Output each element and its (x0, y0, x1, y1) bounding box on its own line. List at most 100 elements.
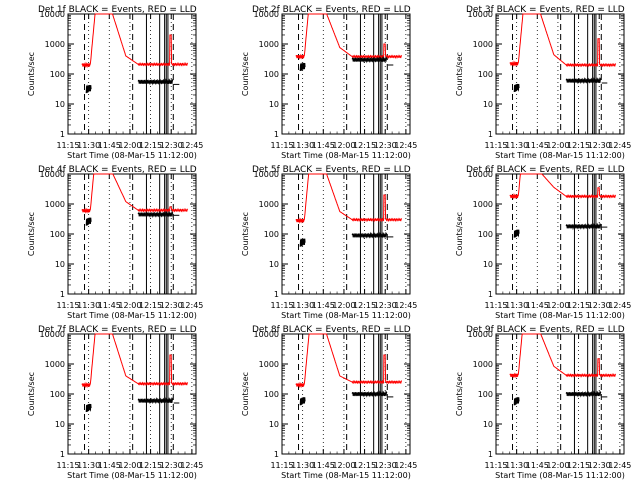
y-tick-label: 1000 (473, 200, 493, 209)
y-axis-label: Counts/sec (241, 372, 250, 416)
events-series-line (513, 83, 520, 93)
y-tick-label: 10 (269, 100, 279, 109)
plot-frame (281, 333, 411, 455)
y-tick-label: 10000 (40, 170, 65, 179)
y-tick-label: 1000 (45, 360, 65, 369)
x-tick-label: 11:45 (526, 141, 549, 150)
plot-frame (67, 13, 197, 135)
x-tick-label: 12:15 (139, 461, 162, 470)
lld-series-line (81, 13, 188, 69)
y-axis-label: Counts/sec (241, 212, 250, 256)
y-tick-label: 1000 (473, 40, 493, 49)
chart-panel-5: Det 5f BLACK = Events, RED = LLD 1 10 100 10… (241, 165, 417, 320)
lld-series-line (509, 173, 616, 200)
x-tick-label: 12:15 (567, 141, 590, 150)
y-tick-label: 1000 (45, 200, 65, 209)
chart-title: Det 2f BLACK = Events, RED = LLD (252, 5, 411, 15)
x-tick-label: 12:30 (374, 141, 397, 150)
events-series-line (351, 231, 388, 240)
y-tick-label: 10000 (40, 330, 65, 339)
y-tick-label: 10000 (468, 330, 493, 339)
y-tick-label: 1000 (259, 360, 279, 369)
chart-title: Det 7f BLACK = Events, RED = LLD (38, 325, 197, 335)
x-tick-label: 12:45 (608, 141, 631, 150)
x-tick-label: 12:00 (546, 141, 569, 150)
y-tick-label: 1 (274, 450, 279, 459)
x-tick-label: 12:30 (374, 461, 397, 470)
x-axis-label: Start Time (08-Mar-15 11:12:00) (67, 151, 197, 160)
y-tick-label: 100 (478, 230, 493, 239)
chart-title: Det 3f BLACK = Events, RED = LLD (466, 5, 625, 15)
events-series-line (299, 237, 306, 247)
y-tick-label: 10 (483, 260, 493, 269)
x-tick-label: 11:30 (77, 461, 100, 470)
x-tick-label: 11:45 (526, 301, 549, 310)
x-axis-label: Start Time (08-Mar-15 11:12:00) (67, 471, 197, 480)
events-series-line (351, 56, 388, 64)
x-tick-label: 11:15 (484, 301, 507, 310)
y-tick-label: 1 (60, 450, 65, 459)
events-series-line (137, 210, 174, 219)
x-tick-label: 11:45 (98, 301, 121, 310)
x-tick-label: 12:30 (374, 301, 397, 310)
events-series-line (299, 397, 306, 406)
events-series-line (85, 403, 92, 413)
y-tick-label: 100 (264, 70, 279, 79)
x-tick-label: 12:15 (139, 141, 162, 150)
y-tick-label: 1000 (259, 40, 279, 49)
y-axis-label: Counts/sec (241, 52, 250, 96)
x-tick-label: 11:15 (56, 461, 79, 470)
chart-title: Det 1f BLACK = Events, RED = LLD (38, 5, 197, 15)
y-tick-label: 1 (274, 290, 279, 299)
y-tick-label: 10 (55, 420, 65, 429)
y-axis-label: Counts/sec (27, 212, 36, 256)
x-tick-label: 12:30 (588, 461, 611, 470)
x-tick-label: 12:00 (332, 141, 355, 150)
y-tick-label: 100 (264, 230, 279, 239)
x-tick-label: 11:15 (484, 141, 507, 150)
plot-frame (495, 13, 625, 135)
x-tick-label: 11:15 (56, 301, 79, 310)
y-tick-label: 100 (478, 390, 493, 399)
chart-title: Det 6f BLACK = Events, RED = LLD (466, 165, 625, 175)
x-tick-label: 11:45 (98, 141, 121, 150)
x-tick-label: 11:15 (270, 301, 293, 310)
chart-title: Det 9f BLACK = Events, RED = LLD (466, 325, 625, 335)
x-tick-label: 11:45 (312, 301, 335, 310)
events-series-line (513, 229, 520, 238)
y-tick-label: 10000 (40, 10, 65, 19)
events-series-line (565, 76, 602, 85)
x-axis-label: Start Time (08-Mar-15 11:12:00) (495, 151, 625, 160)
x-axis-label: Start Time (08-Mar-15 11:12:00) (281, 471, 411, 480)
y-tick-label: 1000 (259, 200, 279, 209)
x-tick-label: 12:00 (546, 301, 569, 310)
x-tick-label: 11:30 (291, 461, 314, 470)
x-axis-label: Start Time (08-Mar-15 11:12:00) (495, 311, 625, 320)
x-tick-label: 12:45 (180, 301, 203, 310)
x-tick-label: 11:15 (270, 461, 293, 470)
y-tick-label: 10000 (254, 10, 279, 19)
x-tick-label: 11:15 (56, 141, 79, 150)
x-tick-label: 12:30 (588, 141, 611, 150)
x-tick-label: 12:00 (118, 301, 141, 310)
y-tick-label: 10 (483, 420, 493, 429)
x-tick-label: 11:30 (291, 301, 314, 310)
y-axis-label: Counts/sec (455, 52, 464, 96)
x-tick-label: 11:15 (270, 141, 293, 150)
y-axis-label: Counts/sec (455, 372, 464, 416)
lld-series-line (81, 333, 188, 389)
events-series-line (137, 396, 174, 405)
y-tick-label: 10 (483, 100, 493, 109)
plot-frame (495, 333, 625, 455)
events-series-line (85, 217, 92, 226)
plot-frame (67, 333, 197, 455)
y-tick-label: 10 (269, 420, 279, 429)
y-tick-label: 10000 (254, 330, 279, 339)
y-tick-label: 10000 (254, 170, 279, 179)
x-tick-label: 12:00 (332, 461, 355, 470)
y-tick-label: 1 (488, 450, 493, 459)
chart-panel-8: Det 8f BLACK = Events, RED = LLD 1 10 100 10… (241, 325, 417, 480)
x-axis-label: Start Time (08-Mar-15 11:12:00) (67, 311, 197, 320)
x-tick-label: 11:30 (505, 141, 528, 150)
